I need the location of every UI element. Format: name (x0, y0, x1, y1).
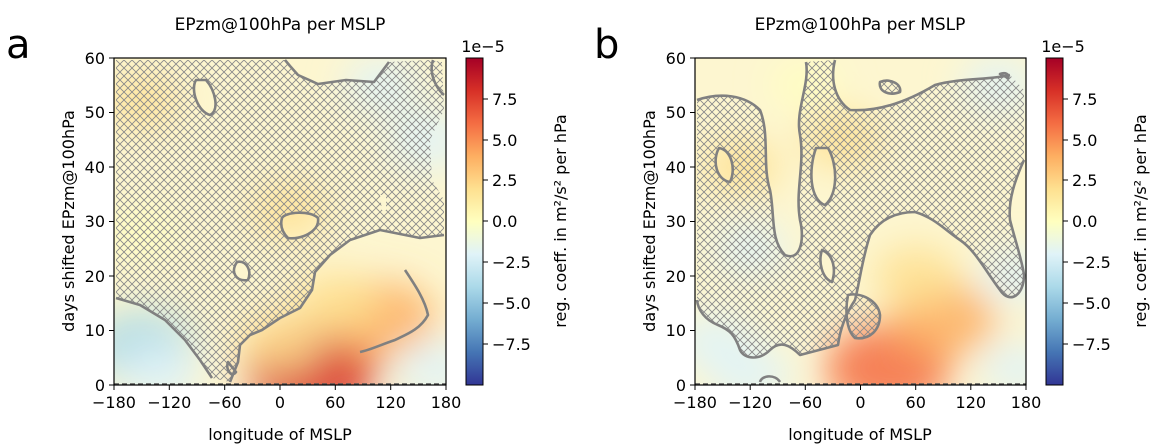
colorbar-tick-label: 7.5 (492, 90, 517, 109)
y-tick-label: 60 (666, 49, 686, 68)
y-tick-label: 10 (666, 321, 686, 340)
colorbar-tick-label: −7.5 (1072, 335, 1111, 354)
y-axis-label-a: days shifted EPzm@100hPa (59, 110, 78, 332)
x-tick-label: −60 (788, 393, 822, 412)
colorbar-offset-b: 1e−5 (1041, 37, 1085, 56)
heatmap-feature (979, 341, 1026, 385)
x-tick-label: −180 (673, 393, 717, 412)
x-tick-label: 180 (1011, 393, 1042, 412)
y-axis-b: 0 10 20 30 40 50 60 days shifted EPzm@10… (640, 49, 695, 395)
x-axis-label-b: longitude of MSLP (788, 425, 932, 444)
y-tick-label: 50 (85, 103, 105, 122)
x-tick-label: −120 (728, 393, 772, 412)
y-tick-label: 0 (95, 376, 105, 395)
x-tick-label: 180 (431, 393, 462, 412)
y-tick-label: 0 (676, 376, 686, 395)
panel-label-a: a (6, 22, 31, 68)
y-tick-label: 20 (85, 267, 105, 286)
plot-area-a (114, 58, 446, 385)
x-tick-label: −60 (208, 393, 242, 412)
y-tick-label: 10 (85, 321, 105, 340)
colorbar-label-a: reg. coeff. in m²/s² per hPa (551, 114, 570, 327)
significance-contour-b (695, 59, 1026, 383)
x-axis-label-a: longitude of MSLP (208, 425, 352, 444)
colorbar-offset-a: 1e−5 (461, 37, 505, 56)
plot-area-b (695, 58, 1026, 385)
x-tick-label: −180 (92, 393, 136, 412)
y-axis-label-b: days shifted EPzm@100hPa (640, 110, 659, 332)
chart-title-a: EPzm@100hPa per MSLP (175, 15, 386, 35)
colorbar-tick-label: −2.5 (1072, 253, 1111, 272)
colorbar-tick-label: −2.5 (492, 253, 531, 272)
panel-label-b: b (594, 22, 619, 68)
chart-title-b: EPzm@100hPa per MSLP (755, 15, 966, 35)
colorbar-tick-label: −7.5 (492, 335, 531, 354)
x-tick-label: 60 (325, 393, 345, 412)
heatmap-feature (873, 245, 959, 307)
y-tick-label: 20 (666, 267, 686, 286)
x-axis-a: −180 −120 −60 0 60 120 180 longitude of … (92, 385, 461, 444)
y-tick-label: 40 (666, 158, 686, 177)
colorbar-tick-label: −5.0 (492, 294, 531, 313)
y-tick-label: 40 (85, 158, 105, 177)
colorbar-tick-label: 0.0 (492, 212, 517, 231)
colorbar-tick-label: 2.5 (492, 171, 517, 190)
y-tick-label: 30 (85, 212, 105, 231)
y-tick-label: 60 (85, 49, 105, 68)
hatch-region-a (116, 60, 444, 382)
colorbar-tick-label: 7.5 (1072, 90, 1097, 109)
colorbar-tick-label: 0.0 (1072, 212, 1097, 231)
significance-contour-a (115, 59, 445, 383)
panel-b: b EPzm@100hPa per MSLP 0 10 20 30 40 (594, 15, 1150, 444)
colorbar-gradient-b (1045, 57, 1064, 386)
y-tick-label: 30 (666, 212, 686, 231)
panel-a: a EPzm@100hPa per MSLP 0 10 20 30 (6, 15, 570, 444)
x-tick-label: 120 (956, 393, 987, 412)
x-tick-label: 0 (855, 393, 865, 412)
colorbar-gradient-a (465, 57, 484, 386)
x-tick-label: −120 (147, 393, 191, 412)
y-tick-label: 50 (666, 103, 686, 122)
heatmap-feature (707, 343, 793, 385)
colorbar-tick-label: 2.5 (1072, 171, 1097, 190)
x-tick-label: 0 (275, 393, 285, 412)
colorbar-label-b: reg. coeff. in m²/s² per hPa (1131, 114, 1150, 327)
colorbar-tick-label: 5.0 (1072, 131, 1097, 150)
y-axis-a: 0 10 20 30 40 50 60 days shifted EPzm@10… (59, 49, 114, 395)
colorbar-b: 1e−5 7.5 5.0 2.5 0.0 −2.5 −5.0 −7.5 reg.… (1041, 37, 1150, 386)
hatch-region-b (697, 60, 1024, 358)
colorbar-tick-label: 5.0 (492, 131, 517, 150)
x-tick-label: 120 (375, 393, 406, 412)
heatmap-feature (394, 337, 446, 385)
heatmap-feature (119, 344, 202, 385)
x-tick-label: 60 (906, 393, 926, 412)
colorbar-tick-label: −5.0 (1072, 294, 1111, 313)
x-axis-b: −180 −120 −60 0 60 120 180 longitude of … (673, 385, 1041, 444)
colorbar-a: 1e−5 7.5 5.0 2.5 0.0 −2.5 −5.0 −7.5 reg.… (461, 37, 570, 386)
